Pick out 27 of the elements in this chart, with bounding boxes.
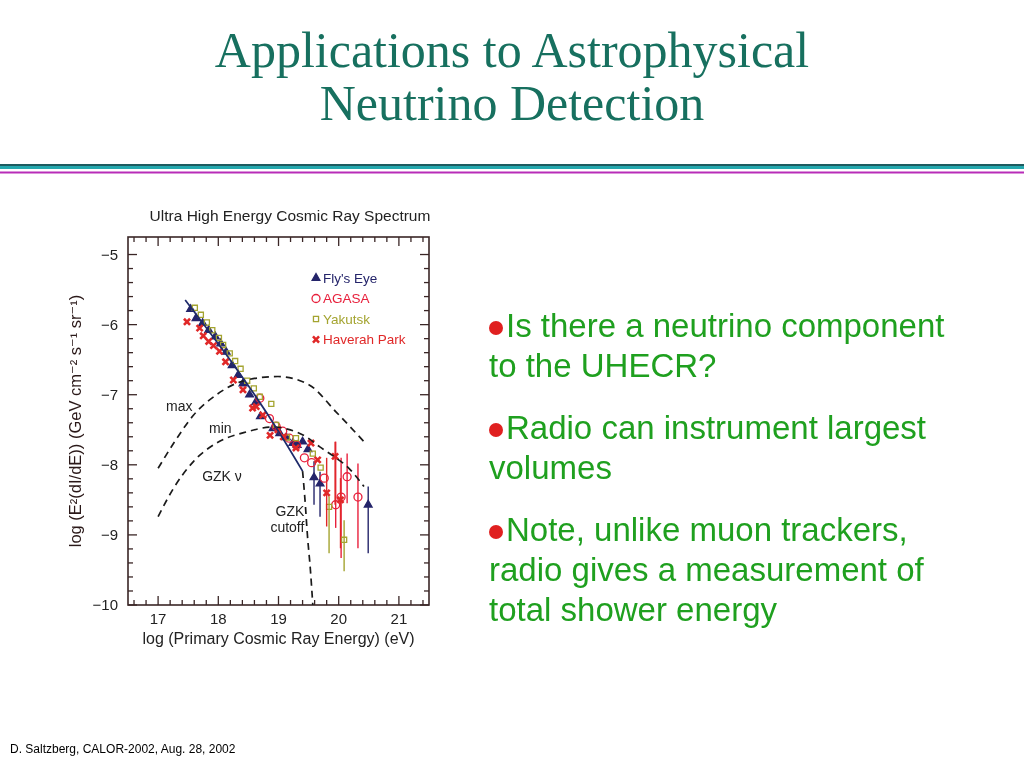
x-tick-label: 19 [270,610,287,627]
x-tick-label: 17 [149,610,167,627]
annotation: min [208,420,232,437]
text: Is there a neutrino component to the UHECR? [489,307,945,384]
y-tick-label: −5 [100,245,118,263]
legend-label: Fly's Eye [323,270,378,286]
text: Note, unlike muon trackers, radio gives a measurement of total shower energy [489,511,924,628]
x-axis-title: log (Primary Cosmic Ray Energy) (eV) [142,630,415,647]
legend-label: AGASA [323,291,370,307]
y-tick-label: −6 [100,315,118,333]
legend-label: Yakutsk [323,311,371,327]
annotation: GZK ν [202,467,242,484]
chart-title: Applications to Astrophysical Neutrino Detection [213,22,811,131]
y-tick-label: −8 [100,456,118,474]
text: D. Saltzberg, CALOR-2002, Aug. 28, 2002 [10,742,236,756]
y-tick-label: −9 [100,526,118,544]
y-tick-label: −7 [100,385,118,403]
chart-subtitle: Ultra High Energy Cosmic Ray Spectrum [149,207,431,224]
x-tick-label: 18 [209,610,227,627]
text: Radio can instrument largest volumes [489,409,927,486]
legend-label: Haverah Park [323,332,406,348]
x-tick-label: 20 [330,610,348,627]
y-tick-label: −10 [92,596,118,614]
x-tick-label: 21 [390,610,408,627]
annotation: GZK cutoff [270,502,306,535]
annotation: max [165,397,193,414]
y-axis-title: log (E²(dI/dE)) (GeV cm⁻² s⁻¹ sr⁻¹) [66,294,84,548]
